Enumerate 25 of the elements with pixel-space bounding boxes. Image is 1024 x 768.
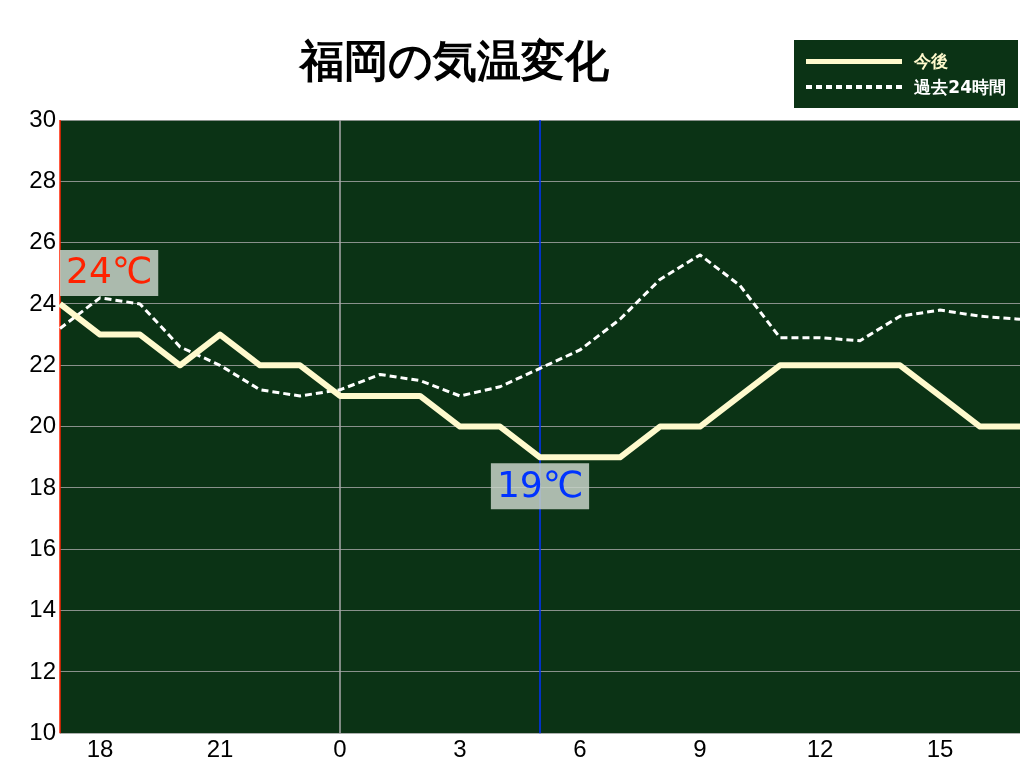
y-tick-label: 12 — [29, 656, 56, 684]
y-tick-label: 30 — [29, 104, 56, 132]
y-tick-label: 24 — [29, 288, 56, 316]
annotation: 19℃ — [496, 463, 584, 505]
x-tick-label: 12 — [806, 735, 834, 763]
line-series — [58, 253, 1022, 398]
legend-label: 過去24時間 — [914, 75, 1006, 99]
y-tick-label: 26 — [29, 227, 56, 255]
x-tick-label: 6 — [573, 735, 587, 763]
x-tick-label: 3 — [453, 735, 467, 763]
y-tick-label: 16 — [29, 533, 56, 561]
x-tick-label: 18 — [86, 735, 114, 763]
annotation: 24℃ — [66, 250, 153, 292]
y-tick-label: 10 — [29, 717, 56, 745]
y-tick-label: 20 — [29, 411, 56, 439]
chart-title: 福岡の気温変化 — [300, 34, 609, 88]
x-tick-label: 21 — [206, 735, 234, 763]
y-tick-label: 14 — [29, 595, 56, 623]
x-tick-label: 15 — [926, 735, 954, 763]
y-tick-label: 22 — [29, 349, 56, 377]
x-tick-label: 9 — [693, 735, 707, 763]
text: 今後 — [914, 49, 949, 73]
y-tick-label: 28 — [29, 165, 56, 193]
x-tick-label: 0 — [333, 735, 347, 763]
y-tick-label: 18 — [29, 472, 56, 500]
